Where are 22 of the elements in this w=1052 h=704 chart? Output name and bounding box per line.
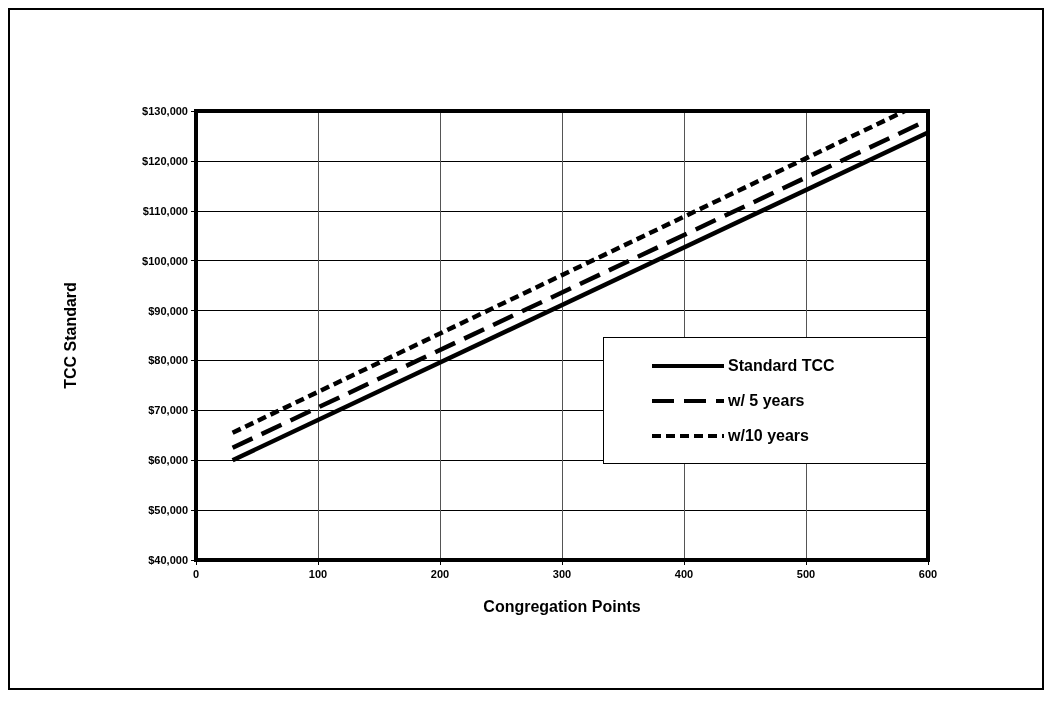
y-tick-label: $90,000 xyxy=(148,304,188,317)
x-tick-label: 400 xyxy=(674,567,694,580)
legend-label: Standard TCC xyxy=(728,356,835,375)
x-tick-label: 100 xyxy=(308,567,328,580)
y-tick-label: $40,000 xyxy=(148,554,188,566)
y-tick-label: $80,000 xyxy=(148,354,188,367)
y-tick-label: $110,000 xyxy=(142,204,188,217)
y-tick-label: $60,000 xyxy=(148,454,188,467)
x-tick-label: 600 xyxy=(918,567,938,580)
y-tick-label: $70,000 xyxy=(148,404,188,417)
legend-label: w/ 5 years xyxy=(728,391,805,410)
x-tick-label: 200 xyxy=(430,567,450,580)
y-tick-label: $50,000 xyxy=(148,504,188,517)
x-tick-label: 500 xyxy=(796,567,816,580)
x-axis-title: Congregation Points xyxy=(483,597,641,615)
legend-label: w/10 years xyxy=(728,426,809,445)
y-tick-label: $100,000 xyxy=(142,254,188,267)
y-axis-title: TCC Standard xyxy=(61,282,79,389)
x-tick-label: 0 xyxy=(192,567,200,580)
y-tick-label: $120,000 xyxy=(142,154,188,167)
x-tick-label: 300 xyxy=(552,567,572,580)
y-tick-label: $130,000 xyxy=(142,105,188,117)
